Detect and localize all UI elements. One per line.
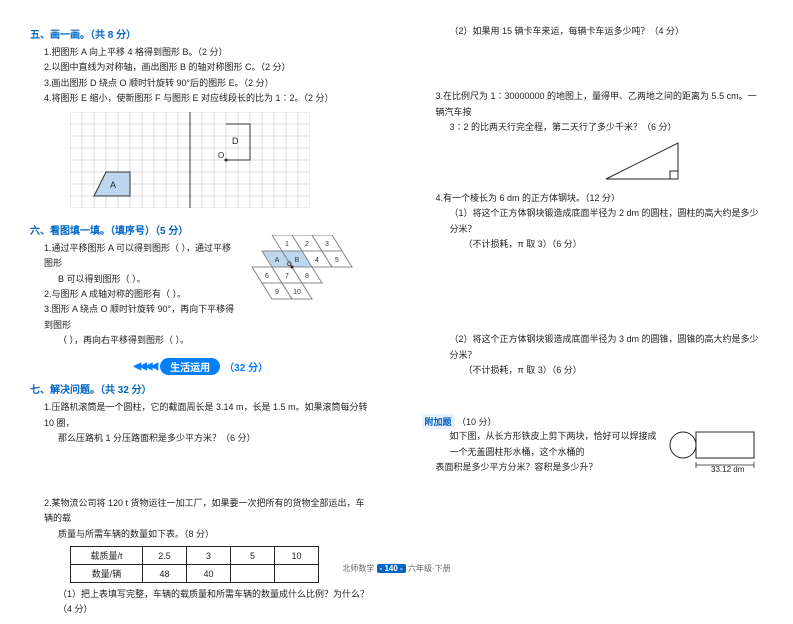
q2c: （1）把上表填写完整，车辆的载质量和所需车辆的数量成什么比例？为什么？（4 分）	[58, 587, 372, 618]
cell: 2.5	[143, 547, 187, 565]
attach-title: 附加题	[425, 417, 452, 427]
svg-text:33.12 dm: 33.12 dm	[711, 465, 745, 473]
svg-text:9: 9	[275, 289, 279, 296]
section-5-title: 五、画一画。（共 8 分）	[30, 26, 372, 41]
q3b: 3∶2 的比两天行完全程，第二天行了多少千米？（6 分）	[450, 120, 764, 135]
svg-text:4: 4	[315, 257, 319, 264]
svg-text:7: 7	[285, 273, 289, 280]
sec5-item-4: 4.将图形 E 缩小，使新图形 F 与图形 E 对应线段长的比为 1∶2。（2 …	[44, 91, 372, 106]
q1b: 那么压路机 1 分压路面积是多少平方米？（6 分）	[58, 431, 372, 446]
q4: 4.有一个棱长为 6 dm 的正方体钢块。（12 分）	[436, 191, 764, 206]
sec5-item-2: 2.以图中直线为对称轴，画出图形 B 的轴对称图形 C。（2 分）	[44, 60, 372, 75]
shapes-figure: 1 2 3 A B 4 5 6 7 8 9 10 O	[242, 235, 362, 331]
q1a: 1.压路机滚筒是一个圆柱，它的截面周长是 3.14 m，长是 1.5 m。如果滚…	[44, 400, 372, 431]
grid-figure: A D O	[70, 112, 310, 208]
sec5-item-3: 3.画出图形 D 绕点 O 顺时针旋转 90°后的图形 E。（2 分）	[44, 76, 372, 91]
cell: 3	[187, 547, 231, 565]
q2d: （2）如果用 15 辆卡车来运，每辆卡车运多少吨？（4 分）	[450, 24, 764, 39]
q2a: 2.某物流公司将 120 t 货物运往一加工厂，如果要一次把所有的货物全部运出，…	[44, 496, 372, 527]
banner-arrows-left: ◀◀◀◀	[133, 361, 156, 372]
svg-text:3: 3	[325, 241, 329, 248]
section-banner: ◀◀◀◀ 生活运用 （32 分）	[30, 358, 372, 375]
triangle-figure	[602, 139, 682, 183]
svg-text:O: O	[218, 151, 224, 160]
q4b2: （不计损耗，π 取 3）（6 分）	[464, 363, 764, 378]
q4b: （2）将这个正方体钢块锻造成底面半径为 3 dm 的圆锥，圆锥的高大约是多少分米…	[450, 332, 764, 363]
banner-label: 生活运用	[160, 358, 220, 375]
cell: 10	[275, 547, 319, 565]
attach-pts: （10 分）	[457, 417, 497, 427]
svg-text:8: 8	[305, 273, 309, 280]
sec5-item-1: 1.把图形 A 向上平移 4 格得到图形 B。（2 分）	[44, 45, 372, 60]
svg-text:A: A	[274, 257, 279, 264]
sec6-l3b: （ ），再向右平移得到图形（ ）。	[58, 333, 372, 348]
svg-text:1: 1	[285, 241, 289, 248]
cell: 载质量/t	[71, 547, 143, 565]
table-row: 载质量/t 2.5 3 5 10	[71, 547, 319, 565]
footer-b: - 140 -	[377, 564, 406, 573]
q2b: 质量与所需车辆的数量如下表。（8 分）	[58, 527, 372, 542]
attach-box: 附加题	[422, 414, 455, 429]
footer-c: 六年级·下册	[408, 564, 451, 573]
section-7-title: 七、解决问题。（共 32 分）	[30, 381, 372, 396]
banner-points: （32 分）	[224, 359, 268, 374]
cylinder-figure: 33.12 dm	[667, 429, 763, 473]
svg-text:O: O	[287, 262, 292, 268]
footer-a: 北师数学	[342, 564, 374, 573]
svg-text:10: 10	[293, 289, 301, 296]
right-column: （2）如果用 15 辆卡车来运，每辆卡车运多少吨？（4 分） 3.在比例尺为 1…	[422, 20, 764, 618]
q4a2: （不计损耗，π 取 3）（6 分）	[464, 237, 764, 252]
cell: 5	[231, 547, 275, 565]
page-footer: 北师数学 - 140 - 六年级·下册	[0, 563, 793, 574]
q3a: 3.在比例尺为 1∶30000000 的地图上，量得甲、乙两地之间的距离为 5.…	[436, 89, 764, 120]
svg-text:5: 5	[335, 257, 339, 264]
svg-text:2: 2	[305, 241, 309, 248]
left-column: 五、画一画。（共 8 分） 1.把图形 A 向上平移 4 格得到图形 B。（2 …	[30, 20, 372, 618]
q4a: （1）将这个正方体钢块锻造成底面半径为 2 dm 的圆柱，圆柱的高大约是多少分米…	[450, 206, 764, 237]
svg-text:A: A	[110, 180, 116, 190]
svg-text:6: 6	[265, 273, 269, 280]
svg-text:B: B	[294, 257, 299, 264]
svg-text:D: D	[232, 136, 239, 146]
